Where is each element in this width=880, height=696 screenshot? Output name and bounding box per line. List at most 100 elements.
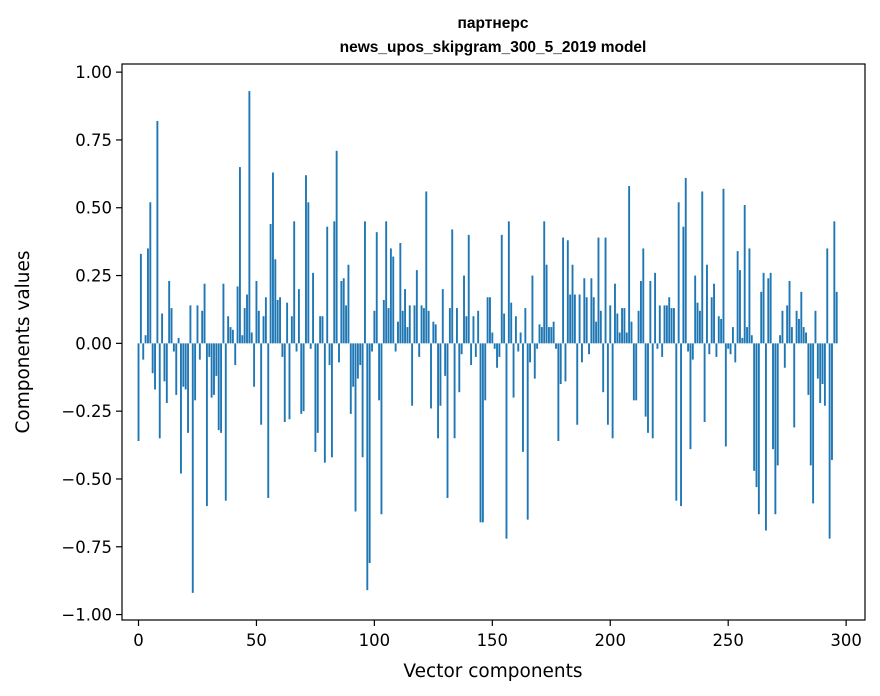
bar (510, 302, 513, 344)
y-tick-label: 0.50 (75, 199, 112, 218)
bar (406, 327, 409, 344)
bar (611, 343, 614, 439)
bar (321, 316, 324, 344)
y-tick-label: 1.00 (75, 63, 112, 82)
bar (531, 275, 534, 344)
bar (163, 343, 166, 382)
bar (741, 337, 744, 344)
bar (578, 294, 581, 344)
bar (595, 321, 598, 344)
x-tick-label: 150 (477, 631, 509, 650)
bar (276, 299, 279, 344)
y-tick-label: 0.25 (75, 267, 112, 286)
bar (658, 305, 661, 344)
bar (262, 316, 265, 344)
bar (637, 310, 640, 344)
bar (340, 280, 343, 344)
bar (498, 343, 501, 357)
bar (147, 248, 149, 344)
y-tick-label: −0.50 (61, 470, 112, 489)
bar (373, 310, 376, 344)
bar (279, 297, 281, 344)
bar (463, 275, 465, 344)
plot-frame (121, 63, 866, 621)
bar (639, 280, 642, 344)
bar (210, 343, 213, 398)
bar (420, 305, 423, 344)
bar (819, 343, 822, 404)
bar (514, 316, 517, 344)
bar (467, 234, 470, 344)
bar (283, 343, 286, 423)
bar (628, 186, 631, 344)
bar (493, 343, 496, 349)
bar (413, 305, 416, 344)
bar (465, 316, 468, 344)
bar (670, 308, 673, 344)
bar (182, 343, 185, 387)
y-axis-label: Components values (13, 250, 34, 433)
bar (566, 240, 569, 344)
bar (187, 343, 189, 433)
bar (364, 221, 366, 344)
bar (800, 291, 803, 344)
bar (137, 343, 140, 441)
bar (397, 321, 399, 344)
bar (380, 343, 383, 515)
bar (550, 327, 553, 344)
bar (161, 313, 164, 344)
bar (812, 343, 815, 504)
bar (823, 343, 826, 406)
bar (238, 167, 241, 344)
bar (786, 305, 789, 344)
bar (215, 343, 218, 376)
bar (606, 343, 609, 425)
bar (680, 343, 682, 507)
bar (241, 335, 244, 344)
bar (491, 332, 494, 344)
bar (158, 343, 161, 439)
bar (248, 91, 251, 344)
bar (250, 332, 253, 344)
bar (177, 337, 180, 344)
bar (552, 321, 555, 344)
bar (172, 343, 175, 352)
bar (642, 248, 645, 344)
bar (201, 310, 204, 344)
bar (772, 343, 774, 450)
y-tick-label: 0.00 (75, 334, 112, 353)
bar (312, 272, 314, 344)
bar (422, 308, 425, 344)
bar (184, 343, 187, 390)
bar (790, 327, 793, 344)
bar (701, 191, 704, 344)
bar (479, 343, 482, 523)
bar (691, 343, 694, 360)
bar (382, 299, 385, 344)
bar (309, 343, 312, 349)
bar (451, 229, 454, 344)
bar (156, 120, 159, 344)
bar (581, 343, 583, 363)
bar (779, 335, 782, 344)
bar (151, 343, 154, 374)
bar (757, 343, 760, 515)
bar (257, 310, 260, 344)
bar (597, 237, 600, 344)
bar (623, 308, 626, 344)
bar (559, 343, 562, 385)
bar (663, 305, 666, 344)
bar (394, 343, 397, 352)
bar (538, 324, 541, 344)
bar (604, 237, 607, 344)
bar (375, 232, 378, 344)
bar (481, 343, 484, 523)
bar (234, 343, 237, 366)
bar (227, 316, 230, 344)
bar (656, 343, 659, 349)
bar (401, 310, 404, 344)
bar (264, 297, 267, 344)
x-tick-label: 250 (712, 631, 744, 650)
bar (783, 343, 786, 368)
